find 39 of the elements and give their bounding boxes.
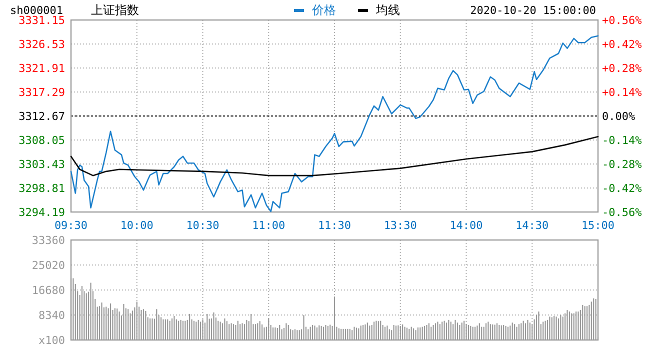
x-tick-label: 15:00 (581, 219, 615, 232)
y-tick-label: 3317.29 (18, 86, 65, 99)
y2-tick-label: -0.56% (602, 206, 642, 219)
y-tick-label: 8340 (38, 309, 65, 322)
x-tick-label: 11:00 (252, 219, 286, 232)
chart-title: 上证指数 (91, 3, 139, 17)
y-tick-label: 33360 (32, 234, 65, 247)
x-tick-label: 10:30 (186, 219, 220, 232)
y2-tick-label: -0.28% (602, 158, 642, 171)
y2-tick-label: -0.14% (602, 134, 642, 147)
chart-subtitle: sh000001 (10, 4, 63, 17)
y2-tick-label: +0.14% (602, 86, 642, 99)
y-tick-label: 3298.81 (18, 182, 65, 195)
y2-tick-label: +0.56% (602, 14, 642, 27)
y2-tick-label: +0.28% (602, 62, 642, 75)
legend-label: 价格 (311, 3, 336, 17)
text: 2020-10-20 15:00:00 (470, 4, 596, 17)
y-tick-label: 3294.19 (18, 206, 65, 219)
line-series (70, 136, 599, 176)
x-tick-label: 10:00 (120, 219, 154, 232)
legend-label: 均线 (375, 3, 400, 17)
y-tick-label: x100 (38, 334, 65, 347)
x-tick-label: 09:30 (54, 219, 88, 232)
y-tick-label: 3308.05 (18, 134, 65, 147)
x-tick-label: 11:30 (318, 219, 352, 232)
y-tick-label: 3331.15 (18, 14, 65, 27)
line-series (70, 35, 599, 212)
y-tick-label: 3312.67 (18, 110, 65, 123)
x-tick-label: 14:30 (516, 219, 549, 232)
y2-tick-label: 0.00% (602, 110, 636, 123)
y2-tick-label: -0.42% (602, 182, 642, 195)
y-tick-label: 3321.91 (18, 62, 65, 75)
x-tick-label: 14:00 (450, 219, 483, 232)
y-tick-label: 3326.53 (18, 38, 65, 51)
y-tick-label: 25020 (32, 259, 65, 272)
x-tick-label: 13:30 (384, 219, 417, 232)
y2-tick-label: +0.42% (602, 38, 642, 51)
y-tick-label: 16680 (32, 284, 65, 297)
y-tick-label: 3303.43 (18, 158, 65, 171)
